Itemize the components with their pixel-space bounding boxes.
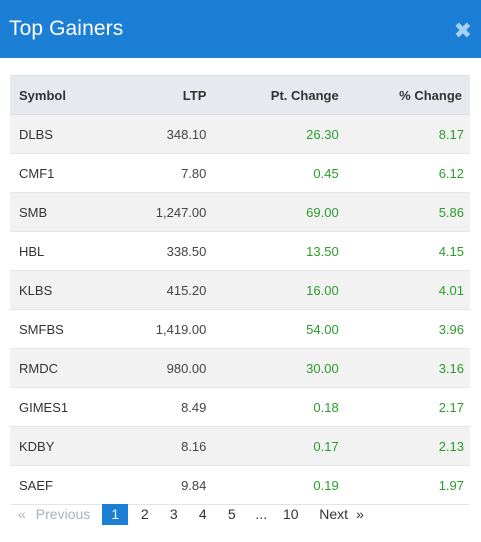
col-header-symbol[interactable]: Symbol [19,87,66,103]
pct-change-cell: 1.97 [438,477,464,493]
symbol-cell: GIMES1 [19,399,69,415]
ltp-cell: 9.84 [181,477,207,493]
pct-change-cell: 2.13 [438,438,464,454]
page-3-button[interactable]: 3 [169,506,178,522]
modal-title: Top Gainers [9,17,124,40]
ltp-cell: 8.16 [181,438,207,454]
page-1-button[interactable]: 1 [102,503,129,525]
table-row[interactable]: KDBY 8.16 0.17 2.13 [10,426,470,466]
table-row[interactable]: SMFBS 1,419.00 54.00 3.96 [10,309,470,349]
symbol-cell: SMB [19,204,48,220]
table-row[interactable]: RMDC 980.00 30.00 3.16 [10,348,470,388]
gainers-table-container: Symbol LTP Pt. Change % Change DLBS 348.1… [10,75,470,505]
pct-change-cell: 4.01 [438,282,464,298]
col-header-pct-change[interactable]: % Change [399,87,462,103]
pt-change-cell: 54.00 [306,321,339,337]
ltp-cell: 8.49 [181,399,207,415]
page-4-button[interactable]: 4 [198,506,207,522]
table-row[interactable]: DLBS 348.10 26.30 8.17 [10,114,470,154]
modal-header: Top Gainers ✖ [0,0,481,58]
symbol-cell: DLBS [19,126,53,142]
ltp-cell: 338.50 [166,243,207,259]
pt-change-cell: 0.19 [313,477,339,493]
symbol-cell: RMDC [19,360,58,376]
ltp-cell: 7.80 [181,165,207,181]
pt-change-cell: 13.50 [306,243,339,259]
pct-change-cell: 2.17 [438,399,464,415]
pct-change-cell: 3.16 [438,360,464,376]
pagination: « Previous 1 2 3 4 5 ... 10 Next » [18,503,364,525]
table-row[interactable]: GIMES1 8.49 0.18 2.17 [10,387,470,427]
previous-button: Previous [35,506,91,522]
pt-change-cell: 69.00 [306,204,339,220]
pt-change-cell: 26.30 [306,126,339,142]
pt-change-cell: 0.18 [313,399,339,415]
ltp-cell: 348.10 [166,126,207,142]
close-icon[interactable]: ✖ [453,17,472,43]
pagination-ellipsis: ... [255,506,268,522]
pt-change-cell: 0.45 [313,165,339,181]
table-row[interactable]: HBL 338.50 13.50 4.15 [10,231,470,271]
table-row[interactable]: KLBS 415.20 16.00 4.01 [10,270,470,310]
pct-change-cell: 3.96 [438,321,464,337]
pt-change-cell: 16.00 [306,282,339,298]
col-header-pt-change[interactable]: Pt. Change [270,87,339,103]
page-2-button[interactable]: 2 [140,506,149,522]
symbol-cell: KDBY [19,438,55,454]
symbol-cell: KLBS [19,282,53,298]
table-row[interactable]: SAEF 9.84 0.19 1.97 [10,465,470,505]
ltp-cell: 980.00 [166,360,207,376]
table-header-row: Symbol LTP Pt. Change % Change [10,75,470,115]
symbol-cell: SMFBS [19,321,64,337]
ltp-cell: 1,247.00 [155,204,207,220]
pct-change-cell: 4.15 [438,243,464,259]
page-10-button[interactable]: 10 [282,506,299,522]
table-row[interactable]: CMF1 7.80 0.45 6.12 [10,153,470,193]
symbol-cell: SAEF [19,477,53,493]
symbol-cell: CMF1 [19,165,55,181]
gainers-table: Symbol LTP Pt. Change % Change DLBS 348.1… [10,75,470,505]
pct-change-cell: 8.17 [438,126,464,142]
ltp-cell: 415.20 [166,282,207,298]
pt-change-cell: 0.17 [313,438,339,454]
prev-arrow-icon: « [18,506,26,522]
ltp-cell: 1,419.00 [155,321,207,337]
pct-change-cell: 5.86 [438,204,464,220]
page-5-button[interactable]: 5 [227,506,236,522]
next-arrow-icon[interactable]: » [356,506,364,522]
symbol-cell: HBL [19,243,45,259]
table-row[interactable]: SMB 1,247.00 69.00 5.86 [10,192,470,232]
col-header-ltp[interactable]: LTP [182,87,207,103]
pct-change-cell: 6.12 [438,165,464,181]
pt-change-cell: 30.00 [306,360,339,376]
next-button[interactable]: Next [319,506,349,522]
